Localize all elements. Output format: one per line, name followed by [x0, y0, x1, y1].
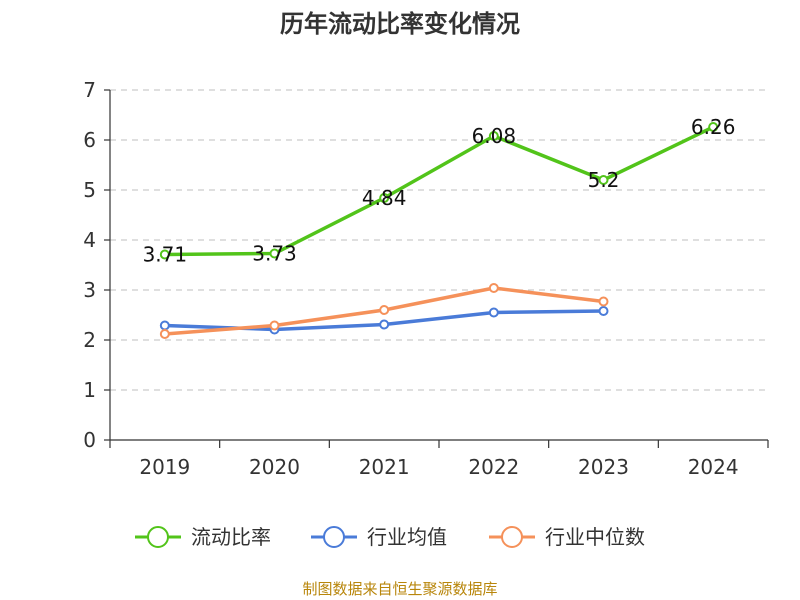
legend-marker-icon [147, 526, 169, 548]
axes: 0 1 2 3 4 5 6 7 2019 2020 2021 2022 2023 2024 [83, 78, 769, 479]
legend: 流动比率 行业均值 行业中位数 [135, 525, 645, 549]
legend-marker-icon [501, 526, 523, 548]
data-point [269, 248, 280, 259]
data-point [598, 306, 609, 316]
data-point [379, 193, 390, 203]
y-tick-label: 0 [83, 428, 96, 452]
data-point [488, 283, 499, 293]
data-point [159, 329, 170, 339]
source-footer: 制图数据来自恒生聚源数据库 [302, 580, 497, 598]
legend-item: 行业均值 [311, 525, 447, 549]
legend-item: 流动比率 [135, 525, 271, 549]
x-tick-label: 2022 [468, 455, 519, 479]
data-point [598, 296, 609, 307]
y-tick-label: 6 [83, 128, 96, 152]
y-tick-label: 3 [83, 278, 96, 302]
data-point [708, 122, 719, 132]
y-tick-label: 1 [83, 378, 96, 402]
y-tick-label: 2 [83, 328, 96, 352]
data-labels: 3.71 3.73 4.84 6.08 5.2 6.26 [143, 115, 736, 267]
legend-label: 流动比率 [191, 525, 271, 549]
x-tick-label: 2024 [688, 455, 739, 479]
x-tick-label: 2021 [359, 455, 410, 479]
data-label: 6.08 [472, 124, 517, 148]
x-tick-label: 2019 [139, 455, 190, 479]
data-point [379, 305, 390, 315]
data-point [379, 319, 390, 330]
y-tick-label: 4 [83, 228, 96, 252]
x-tick-label: 2023 [578, 455, 629, 479]
data-label: 3.71 [143, 243, 188, 267]
legend-item: 行业中位数 [489, 525, 645, 549]
data-label: 6.26 [691, 115, 736, 139]
data-label: 4.84 [362, 186, 407, 210]
data-point [488, 131, 499, 141]
gridlines [110, 89, 768, 391]
data-point [159, 249, 170, 260]
data-point [269, 320, 280, 331]
legend-marker-icon [323, 526, 345, 548]
legend-label: 行业中位数 [545, 525, 645, 549]
y-tick-label: 5 [83, 178, 96, 202]
series-lines [159, 122, 719, 339]
y-tick-label: 7 [83, 78, 96, 102]
series-line-0 [163, 125, 715, 257]
legend-label: 行业均值 [367, 525, 447, 549]
data-point [488, 307, 499, 318]
data-label: 3.73 [252, 242, 297, 266]
data-point [598, 175, 609, 185]
chart-title: 历年流动比率变化情况 [280, 10, 520, 38]
data-point [159, 320, 170, 331]
data-label: 5.2 [588, 168, 620, 192]
x-tick-label: 2020 [249, 455, 300, 479]
